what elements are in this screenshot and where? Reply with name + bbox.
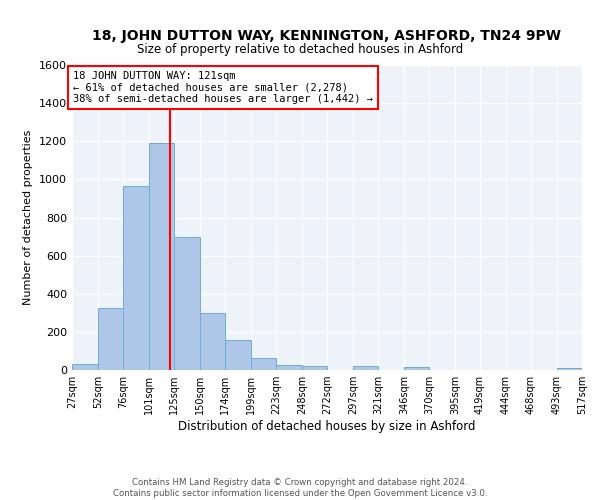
Bar xyxy=(200,313,225,370)
X-axis label: Distribution of detached houses by size in Ashford: Distribution of detached houses by size … xyxy=(178,420,476,433)
Bar xyxy=(557,368,582,370)
Title: 18, JOHN DUTTON WAY, KENNINGTON, ASHFORD, TN24 9PW: 18, JOHN DUTTON WAY, KENNINGTON, ASHFORD… xyxy=(92,29,562,43)
Text: Size of property relative to detached houses in Ashford: Size of property relative to detached ho… xyxy=(137,42,463,56)
Text: 18 JOHN DUTTON WAY: 121sqm
← 61% of detached houses are smaller (2,278)
38% of s: 18 JOHN DUTTON WAY: 121sqm ← 61% of deta… xyxy=(73,70,373,104)
Bar xyxy=(276,365,302,370)
Text: Contains HM Land Registry data © Crown copyright and database right 2024.
Contai: Contains HM Land Registry data © Crown c… xyxy=(113,478,487,498)
Y-axis label: Number of detached properties: Number of detached properties xyxy=(23,130,34,305)
Bar xyxy=(72,364,98,370)
Bar xyxy=(225,340,251,370)
Bar xyxy=(404,367,429,370)
Bar xyxy=(123,186,149,370)
Bar xyxy=(174,236,200,370)
Bar xyxy=(251,358,276,370)
Bar xyxy=(98,308,123,370)
Bar xyxy=(302,366,327,370)
Bar xyxy=(149,143,174,370)
Bar xyxy=(353,366,378,370)
